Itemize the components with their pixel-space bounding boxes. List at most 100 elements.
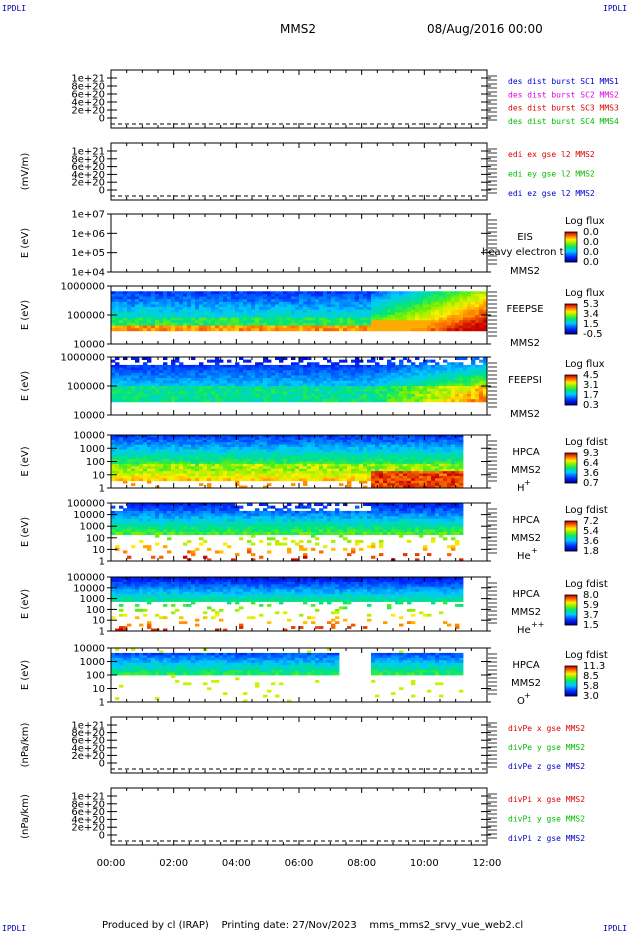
spectrogram-cell — [387, 393, 392, 397]
spectrogram-cell — [387, 372, 392, 376]
spectrogram-cell — [347, 478, 352, 482]
spectrogram-cell — [407, 378, 412, 382]
spectrogram-cell — [179, 291, 184, 295]
spectrogram-cell — [287, 291, 292, 295]
spectrogram-cell — [179, 378, 184, 382]
spectrogram-cell — [279, 478, 284, 482]
spectrogram-cell — [235, 370, 240, 374]
spectrogram-cell — [347, 466, 352, 470]
spectrogram-cell — [327, 328, 332, 332]
spectrogram-cell — [391, 315, 396, 319]
spectrogram-cell — [151, 475, 156, 479]
spectrogram-cell — [443, 367, 448, 371]
spectrogram-cell — [131, 317, 136, 321]
spectrogram-cell — [115, 391, 120, 395]
spectrogram-cell — [359, 478, 364, 482]
colorbar-segment — [565, 257, 577, 259]
spectrogram-cell — [387, 370, 392, 374]
spectrogram-cell — [339, 307, 344, 311]
spectrogram-cell — [271, 388, 276, 392]
spectrogram-cell — [171, 386, 176, 390]
spectrogram-cell — [315, 468, 320, 472]
spectrogram-cell — [223, 456, 228, 460]
spectrogram-cell — [119, 378, 124, 382]
spectrogram-cell — [195, 388, 200, 392]
spectrogram-cell — [395, 447, 400, 450]
spectrogram-cell — [199, 367, 204, 371]
spectrogram-cell — [219, 301, 224, 305]
spectrogram-cell — [395, 480, 400, 484]
spectrogram-cell — [283, 307, 288, 311]
spectrogram-cell — [211, 317, 216, 321]
spectrogram-cell — [163, 312, 168, 316]
spectrogram-cell — [143, 383, 148, 387]
spectrogram-cell — [263, 449, 268, 453]
spectrogram-cell — [415, 322, 420, 326]
spectrogram-cell — [267, 380, 272, 384]
spectrogram-cell — [315, 459, 320, 462]
spectrogram-cell — [407, 444, 412, 448]
spectrogram-cell — [471, 312, 476, 316]
spectrogram-cell — [467, 383, 472, 387]
spectrogram-cell — [163, 372, 168, 376]
spectrogram-cell — [207, 444, 212, 448]
spectrogram-cell — [279, 299, 284, 303]
spectrogram-cell — [303, 357, 308, 361]
spectrogram-cell — [179, 375, 184, 379]
spectrogram-cell — [223, 325, 228, 329]
y-tick-label: 1e+04 — [71, 268, 105, 279]
spectrogram-cell — [119, 372, 124, 376]
spectrogram-cell — [439, 393, 444, 397]
spectrogram-cell — [395, 307, 400, 311]
spectrogram-cell — [283, 380, 288, 384]
spectrogram-cell — [387, 378, 392, 382]
spectrogram-cell — [111, 320, 116, 324]
spectrogram-cell — [435, 454, 440, 458]
spectrogram-cell — [263, 325, 268, 329]
spectrogram-cell — [315, 386, 320, 390]
spectrogram-cell — [447, 367, 452, 371]
spectrogram-cell — [359, 315, 364, 319]
spectrogram-cell — [467, 380, 472, 384]
spectrogram-cell — [127, 435, 132, 438]
spectrogram-cell — [315, 442, 320, 446]
spectrogram-cell — [243, 447, 248, 450]
spectrogram-cell — [211, 451, 216, 455]
spectrogram-cell — [259, 325, 264, 329]
spectrogram-cell — [299, 296, 304, 300]
spectrogram-cell — [279, 459, 284, 462]
spectrogram-cell — [179, 451, 184, 455]
spectrogram-cell — [343, 461, 348, 465]
spectrogram-cell — [259, 375, 264, 379]
spectrogram-cell — [343, 471, 348, 474]
spectrogram-cell — [271, 309, 276, 313]
spectrogram-cell — [127, 473, 132, 477]
spectrogram-cell — [267, 304, 272, 308]
spectrogram-cell — [411, 296, 416, 300]
spectrogram-cell — [307, 380, 312, 384]
spectrogram-cell — [427, 375, 432, 379]
spectrogram-cell — [271, 442, 276, 446]
spectrogram-cell — [359, 301, 364, 305]
spectrogram-cell — [391, 372, 396, 376]
spectrogram-cell — [391, 388, 396, 392]
spectrogram-cell — [303, 388, 308, 392]
spectrogram-cell — [171, 301, 176, 305]
spectrogram-cell — [307, 364, 312, 368]
spectrogram-cell — [175, 309, 180, 313]
spectrogram-cell — [239, 393, 244, 397]
spectrogram-cell — [403, 456, 408, 460]
spectrogram-cell — [387, 439, 392, 443]
spectrogram-cell — [463, 378, 468, 382]
spectrogram-cell — [239, 375, 244, 379]
spectrogram-cell — [143, 293, 148, 297]
spectrogram-cell — [151, 291, 156, 295]
spectrogram-cell — [139, 367, 144, 371]
spectrogram-cell — [459, 375, 464, 379]
spectrogram-cell — [147, 473, 152, 477]
spectrogram-cell — [379, 291, 384, 295]
spectrogram-cell — [427, 475, 432, 479]
spectrogram-cell — [315, 388, 320, 392]
spectrogram-cell — [191, 304, 196, 308]
spectrogram-cell — [431, 380, 436, 384]
